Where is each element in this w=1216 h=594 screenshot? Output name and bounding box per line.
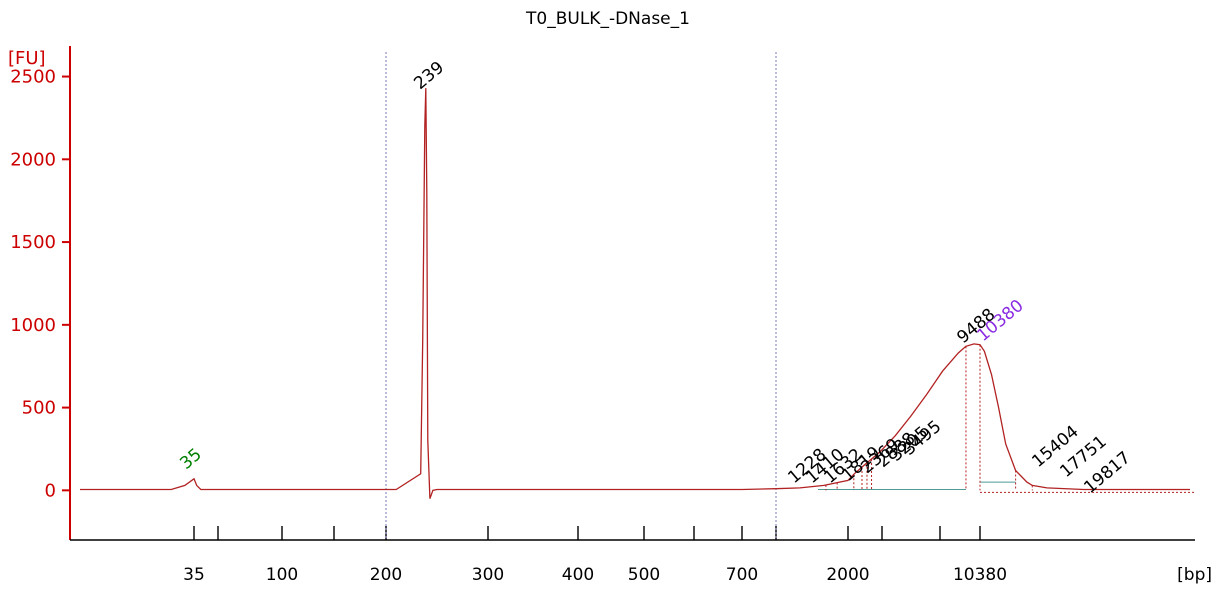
x-tick-label: 35 (183, 565, 205, 585)
y-tick-label: 2500 (10, 67, 56, 88)
y-axis-label: [FU] (8, 48, 46, 69)
x-tick-label: 400 (562, 565, 594, 585)
y-tick-label: 1000 (10, 315, 56, 336)
peak-label: 3495 (899, 417, 945, 460)
x-tick-label: 10380 (953, 565, 1007, 585)
x-tick-label: 2000 (826, 565, 869, 585)
y-tick-label: 500 (22, 398, 56, 419)
axes-layer (62, 46, 1195, 541)
trace-layer (80, 88, 1190, 499)
x-tick-label: 300 (472, 565, 504, 585)
trace-line (80, 88, 1190, 499)
x-tick-label: 200 (370, 565, 402, 585)
y-tick-label: 0 (45, 480, 56, 501)
y-tick-label: 2000 (10, 149, 56, 170)
x-tick-label: 100 (266, 565, 298, 585)
x-tick-label: 700 (726, 565, 758, 585)
x-axis-label: [bp] (1177, 565, 1212, 585)
label-layer: T0_BULK_-DNase_1 [FU] 0 500 1000 1500 2000 2500… (8, 9, 1212, 585)
peak-label: 239 (410, 58, 448, 94)
peak-label: 35 (176, 445, 205, 474)
chart-title: T0_BULK_-DNase_1 (525, 9, 690, 29)
y-tick-label: 1500 (10, 232, 56, 253)
x-tick-label: 500 (628, 565, 660, 585)
